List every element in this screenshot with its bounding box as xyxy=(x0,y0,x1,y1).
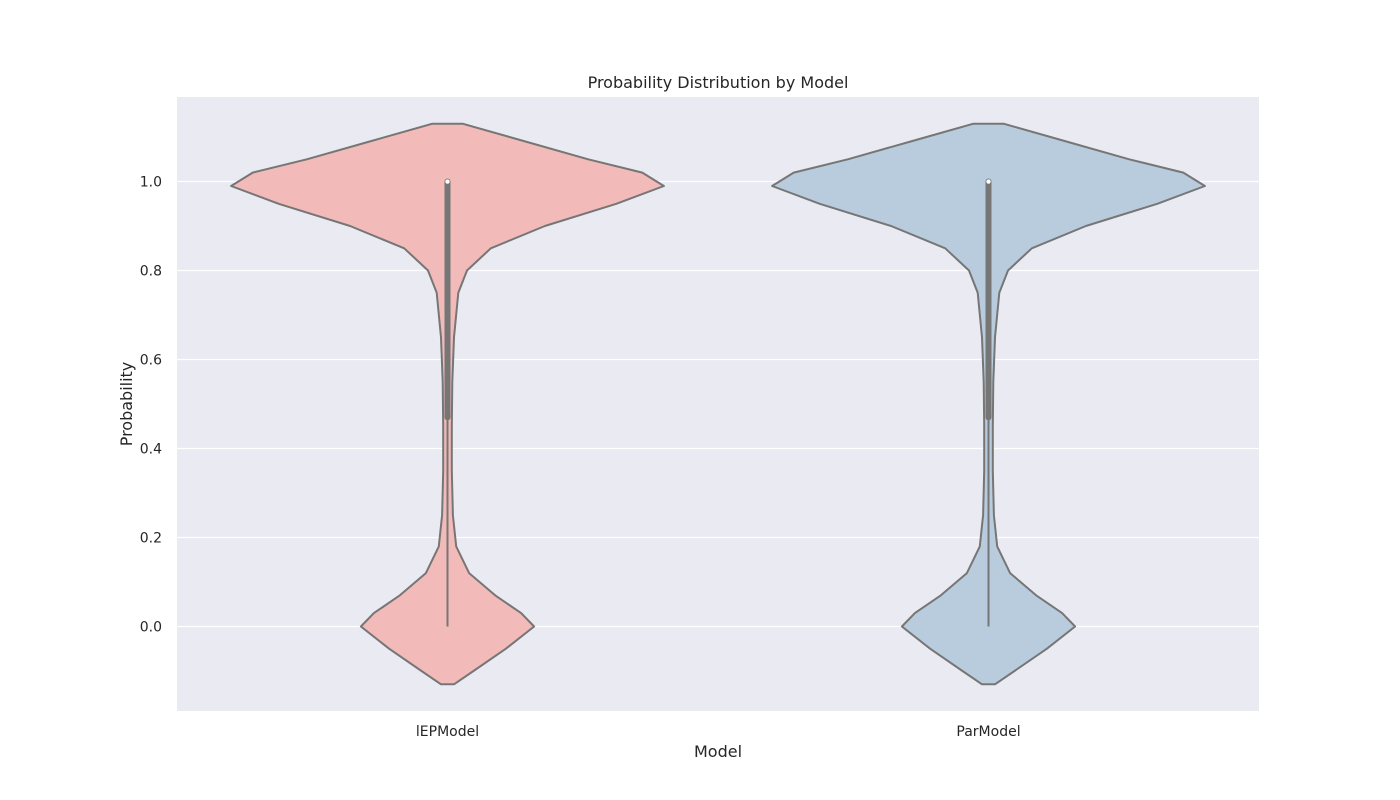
y-axis-label: Probability xyxy=(117,362,136,447)
chart-title: Probability Distribution by Model xyxy=(588,73,849,92)
x-axis-label: Model xyxy=(694,742,742,761)
y-tick-label: 0.0 xyxy=(140,619,162,635)
median-marker xyxy=(986,179,991,184)
violins xyxy=(230,122,1206,686)
y-tick-label: 0.2 xyxy=(140,530,162,546)
y-tick-label: 0.4 xyxy=(140,441,162,457)
y-tick-label: 0.6 xyxy=(140,353,162,369)
x-tick-labels: lEPModel ParModel xyxy=(416,724,1021,740)
median-marker xyxy=(445,179,450,184)
y-tick-label: 0.8 xyxy=(140,264,162,280)
y-tick-label: 1.0 xyxy=(140,175,162,191)
x-tick-label: ParModel xyxy=(956,724,1020,740)
x-tick-label: lEPModel xyxy=(416,724,479,740)
y-tick-labels: 0.0 0.2 0.4 0.6 0.8 1.0 xyxy=(140,175,162,636)
